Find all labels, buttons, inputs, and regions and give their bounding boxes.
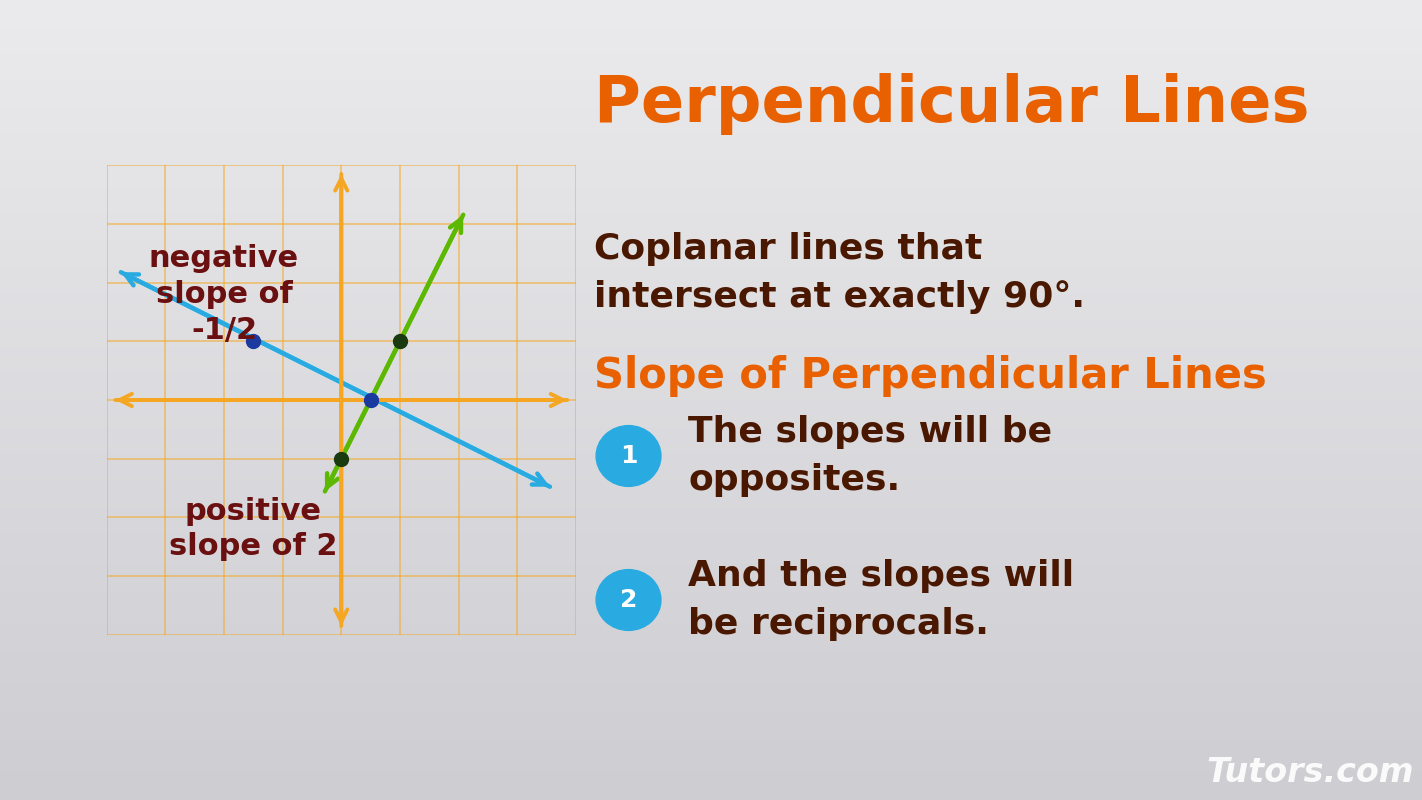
- Text: Perpendicular Lines: Perpendicular Lines: [594, 73, 1310, 135]
- Text: positive
slope of 2: positive slope of 2: [169, 497, 337, 562]
- Circle shape: [596, 426, 661, 486]
- Text: Coplanar lines that
intersect at exactly 90°.: Coplanar lines that intersect at exactly…: [594, 232, 1085, 314]
- Text: Slope of Perpendicular Lines: Slope of Perpendicular Lines: [594, 355, 1267, 397]
- Circle shape: [596, 570, 661, 630]
- Text: 1: 1: [620, 444, 637, 468]
- Text: 2: 2: [620, 588, 637, 612]
- Text: negative
slope of
-1/2: negative slope of -1/2: [149, 244, 299, 345]
- Text: And the slopes will
be reciprocals.: And the slopes will be reciprocals.: [688, 559, 1075, 641]
- Text: The slopes will be
opposites.: The slopes will be opposites.: [688, 415, 1052, 497]
- Text: Tutors.com: Tutors.com: [1206, 755, 1413, 789]
